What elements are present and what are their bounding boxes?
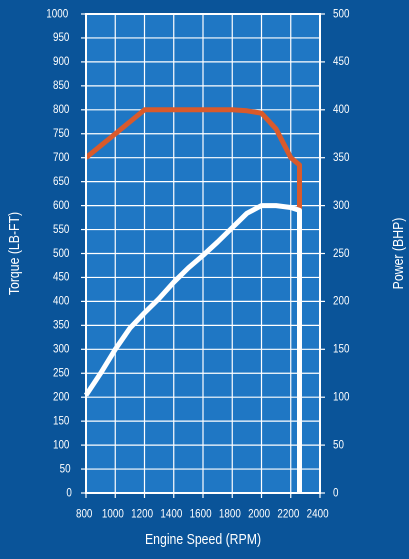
x-axis-title: Engine Speed (RPM) <box>145 531 261 547</box>
left-tick-label: 50 <box>60 462 71 475</box>
x-tick-label: 2400 <box>307 507 329 520</box>
x-tick-label: 1400 <box>160 507 182 520</box>
left-tick-label: 200 <box>53 391 69 404</box>
right-tick-label: 300 <box>333 199 349 212</box>
x-tick-label: 1800 <box>219 507 241 520</box>
right-axis-title: Power (BHP) <box>390 218 406 290</box>
left-tick-label: 950 <box>53 31 69 44</box>
left-tick-label: 600 <box>53 199 69 212</box>
left-tick-label: 650 <box>53 175 69 188</box>
right-tick-label: 350 <box>333 151 349 164</box>
left-tick-label: 850 <box>53 79 69 92</box>
right-tick-label: 450 <box>333 55 349 68</box>
x-tick-label: 1200 <box>131 507 153 520</box>
x-axis-ticks: 800 1000 1200 1400 1600 1800 2000 2200 2400 <box>76 493 329 521</box>
right-tick-label: 50 <box>333 439 344 452</box>
left-tick-label: 100 <box>53 439 69 452</box>
left-tick-label: 750 <box>53 127 69 140</box>
left-tick-label: 1000 <box>46 7 68 20</box>
torque-curve <box>84 107 302 213</box>
left-tick-label: 800 <box>53 103 69 116</box>
right-tick-label: 400 <box>333 103 349 116</box>
left-tick-label: 500 <box>53 247 69 260</box>
left-tick-label: 900 <box>53 55 69 68</box>
x-tick-label: 1600 <box>190 507 212 520</box>
x-tick-label: 2200 <box>277 507 299 520</box>
left-tick-label: 300 <box>53 343 69 356</box>
right-tick-label: 150 <box>333 343 349 356</box>
left-tick-label: 550 <box>53 223 69 236</box>
right-axis-ticks: 0 50 100 150 200 250 300 350 400 450 500 <box>320 7 349 500</box>
right-tick-label: 0 <box>333 486 338 499</box>
left-tick-label: 0 <box>66 486 71 499</box>
left-tick-label: 400 <box>53 295 69 308</box>
right-tick-label: 500 <box>333 7 349 20</box>
left-tick-label: 150 <box>53 415 69 428</box>
left-tick-label: 250 <box>53 367 69 380</box>
right-tick-label: 200 <box>333 295 349 308</box>
x-tick-label: 1000 <box>102 507 124 520</box>
left-axis-title: Torque (LB-FT) <box>6 212 22 295</box>
left-tick-label: 350 <box>53 319 69 332</box>
x-tick-label: 2000 <box>248 507 270 520</box>
right-tick-label: 100 <box>333 391 349 404</box>
right-tick-label: 250 <box>333 247 349 260</box>
left-axis-ticks: 0 50 100 150 200 250 300 350 400 450 500 550 600 650 7… <box>46 7 86 500</box>
power-curve <box>83 203 302 493</box>
left-tick-label: 450 <box>53 271 69 284</box>
series-layer <box>83 107 302 493</box>
left-tick-label: 700 <box>53 151 69 164</box>
x-tick-label: 800 <box>76 507 92 520</box>
